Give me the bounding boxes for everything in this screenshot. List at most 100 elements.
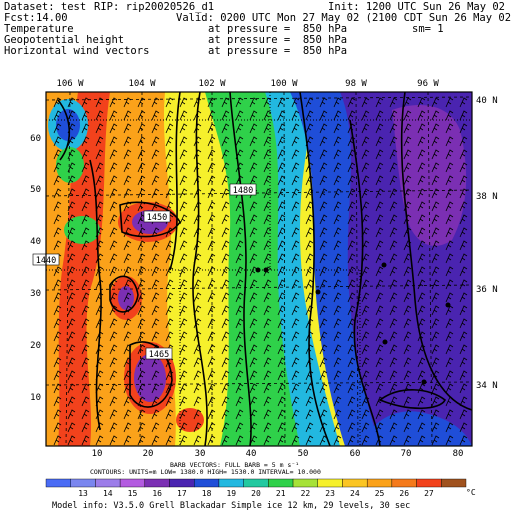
colorbar-label: 16: [152, 489, 162, 498]
wind-barb: [95, 227, 104, 238]
wind-barb: [235, 331, 244, 342]
wind-barb: [123, 409, 132, 420]
wind-barb: [67, 136, 76, 147]
wind-barb: [109, 266, 118, 277]
wind-barb: [249, 279, 258, 290]
wind-barb: [403, 214, 412, 225]
wind-barb: [67, 409, 76, 420]
wind-barb: [235, 214, 244, 225]
wind-barb: [221, 344, 230, 355]
wind-barb: [263, 201, 272, 212]
wind-barb: [333, 370, 342, 381]
wind-barb: [137, 396, 146, 407]
wind-barb: [291, 422, 300, 433]
wind-barb: [403, 188, 412, 199]
wind-barb: [459, 331, 468, 342]
wind-barb: [123, 188, 132, 199]
wind-barb: [375, 305, 384, 316]
wind-barb: [403, 279, 412, 290]
lon-labels: 106 W 104 W 102 W 100 W 98 W 96 W: [56, 79, 439, 89]
wind-barb: [417, 383, 426, 394]
wind-barb: [165, 292, 174, 303]
lon-label-96w: 96 W: [417, 79, 439, 89]
wind-barb: [361, 292, 370, 303]
wind-barb: [137, 162, 146, 173]
wind-barb: [277, 370, 286, 381]
wind-barb: [151, 435, 160, 446]
wind-barb: [403, 162, 412, 173]
wind-barb: [277, 344, 286, 355]
wind-barb: [81, 331, 90, 342]
wind-barb: [137, 201, 146, 212]
wind-barb: [431, 175, 440, 186]
wind-barb: [347, 253, 356, 264]
wind-barb: [123, 357, 132, 368]
wind-barb: [305, 214, 314, 225]
wind-barb: [249, 136, 258, 147]
wind-barb: [249, 331, 258, 342]
wind-barb: [53, 292, 62, 303]
wind-barb: [459, 370, 468, 381]
wind-barb: [263, 97, 272, 108]
wind-barb: [375, 188, 384, 199]
wind-barb: [389, 305, 398, 316]
wind-barb: [403, 370, 412, 381]
wind-barb: [179, 435, 188, 446]
wind-barb: [151, 97, 160, 108]
wind-barb: [249, 435, 258, 446]
wind-barb: [81, 253, 90, 264]
wind-barb: [165, 435, 174, 446]
wind-barb: [319, 396, 328, 407]
colorbar-swatch: [95, 478, 121, 488]
wind-barb: [389, 175, 398, 186]
wind-barb: [263, 188, 272, 199]
wind-barb: [375, 227, 384, 238]
wind-barb: [221, 318, 230, 329]
wind-barb: [179, 357, 188, 368]
wind-barb: [221, 292, 230, 303]
smoothing-label: sm= 1: [412, 23, 444, 35]
wind-barb: [221, 227, 230, 238]
wind-barb: [53, 136, 62, 147]
wind-barb: [109, 201, 118, 212]
wind-barb: [221, 136, 230, 147]
wind-barb: [109, 110, 118, 121]
wind-barb: [263, 409, 272, 420]
y-tick: 40: [30, 237, 41, 247]
wind-barb: [361, 240, 370, 251]
wind-barb: [95, 266, 104, 277]
wind-barb: [67, 266, 76, 277]
wind-barb: [361, 188, 370, 199]
wind-barb: [207, 370, 216, 381]
wind-barb: [389, 162, 398, 173]
wind-barb: [403, 227, 412, 238]
wind-barb: [445, 409, 454, 420]
wind-barb: [403, 110, 412, 121]
wind-barb: [333, 344, 342, 355]
wind-barb: [221, 370, 230, 381]
wind-barb: [179, 240, 188, 251]
wind-barb: [431, 396, 440, 407]
wind-barb: [249, 422, 258, 433]
wind-barb: [389, 110, 398, 121]
wind-barb: [375, 110, 384, 121]
wind-barb: [95, 149, 104, 160]
wind-barb: [389, 266, 398, 277]
colorbar-label: 14: [103, 489, 113, 498]
field-name-temperature: Temperature: [4, 23, 74, 35]
y-tick: 30: [30, 289, 41, 299]
wind-barb: [179, 253, 188, 264]
wind-barb: [137, 240, 146, 251]
wind-barb: [137, 422, 146, 433]
wind-barb: [305, 305, 314, 316]
wind-barb: [193, 227, 202, 238]
wind-barb: [137, 175, 146, 186]
wind-barb: [249, 227, 258, 238]
wind-barb: [445, 344, 454, 355]
wind-barb: [389, 357, 398, 368]
wind-barb: [319, 240, 328, 251]
lat-label-38n: 38 N: [476, 192, 498, 202]
wind-barb: [459, 175, 468, 186]
wind-barb: [333, 214, 342, 225]
wind-barb: [291, 396, 300, 407]
